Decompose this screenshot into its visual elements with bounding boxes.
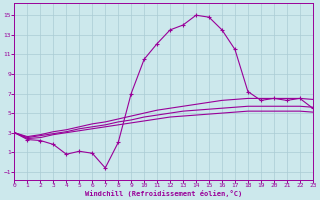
X-axis label: Windchill (Refroidissement éolien,°C): Windchill (Refroidissement éolien,°C) bbox=[85, 190, 242, 197]
